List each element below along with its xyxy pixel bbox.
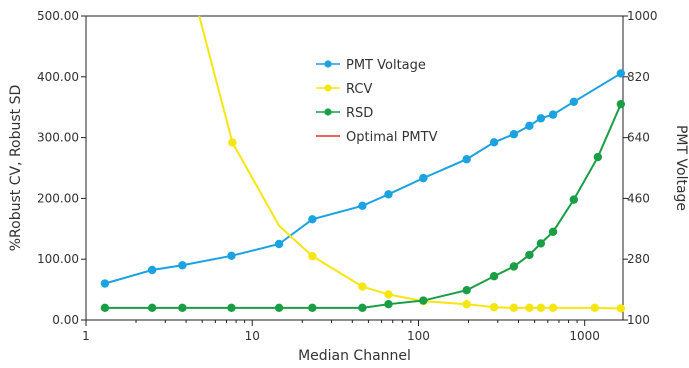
legend-label: RSD [346,106,373,121]
data-point [569,97,579,106]
series-rsd [100,99,626,313]
data-point [228,138,237,147]
data-point [308,251,317,261]
data-point [525,303,534,313]
y2-tick-label: 1000 [627,9,658,23]
series-layer [100,15,626,313]
x-axis-title: Median Channel [298,348,411,364]
y-axis-title: %Robust CV, Robust SD [8,85,24,252]
data-point [536,239,546,248]
data-point [384,290,393,299]
x-tick-label: 1 [82,329,90,343]
data-point [147,265,157,275]
data-point [147,303,157,313]
legend-swatch-marker [324,84,332,92]
x-tick-label: 10 [245,329,260,343]
data-point [308,215,317,224]
data-point [616,304,626,313]
data-point [462,155,471,164]
data-point [227,251,236,261]
legend-label: RCV [346,82,372,97]
data-point [100,279,110,288]
legend-label: Optimal PMTV [346,130,438,145]
y2-tick-label: 460 [627,191,650,205]
data-point [419,173,428,183]
data-point [178,303,187,313]
legend-swatch-marker [324,108,332,116]
y2-tick-label: 640 [627,131,650,145]
data-point [616,69,626,78]
data-point [178,261,187,270]
legend-label: PMT Voltage [346,58,426,73]
data-point [358,282,367,291]
data-point [525,250,534,260]
data-point [489,272,499,281]
data-point [616,99,626,109]
data-point [548,110,558,119]
data-point [419,296,428,305]
y2-tick-label: 280 [627,252,650,266]
data-point [274,303,284,313]
series-line [104,103,622,309]
data-point [274,239,284,249]
data-point [509,303,519,313]
legend-swatch-marker [324,60,332,68]
data-point [590,303,599,313]
y-tick-label: 500.00 [37,9,79,23]
x-tick-label: 1000 [569,329,600,343]
data-point [536,114,546,123]
y2-tick-label: 100 [627,313,650,327]
data-point [462,299,471,309]
y-tick-label: 200.00 [37,191,79,205]
data-point [569,195,579,204]
data-point [536,303,546,313]
y-tick-label: 0.00 [52,313,79,327]
data-point [227,303,236,313]
data-point [308,303,317,313]
y-tick-label: 400.00 [37,70,79,84]
data-point [525,121,534,130]
series-line [104,72,622,285]
data-point [358,201,367,211]
data-point [509,262,519,271]
data-point [593,152,603,162]
legend: PMT Voltage RCV RSD Optimal PMTV [316,58,438,145]
y-tick-label: 300.00 [37,131,79,145]
y2-axis-title: PMT Voltage [673,125,689,211]
data-point [489,138,499,147]
data-point [548,227,558,237]
axes-layer: 0.00 100.00 200.00 300.00 400.00 500.00 100 280… [37,9,658,343]
data-point [548,303,558,313]
data-point [358,303,367,313]
data-point [100,303,110,313]
x-tick-label: 100 [407,329,430,343]
y2-tick-label: 820 [627,70,650,84]
y-tick-label: 100.00 [37,252,79,266]
data-point [462,286,471,295]
data-point [509,130,519,139]
data-point [489,303,499,312]
series-rcv [198,15,626,313]
data-point [384,190,393,199]
data-point [384,299,393,309]
series-pmt-voltage [100,69,626,288]
